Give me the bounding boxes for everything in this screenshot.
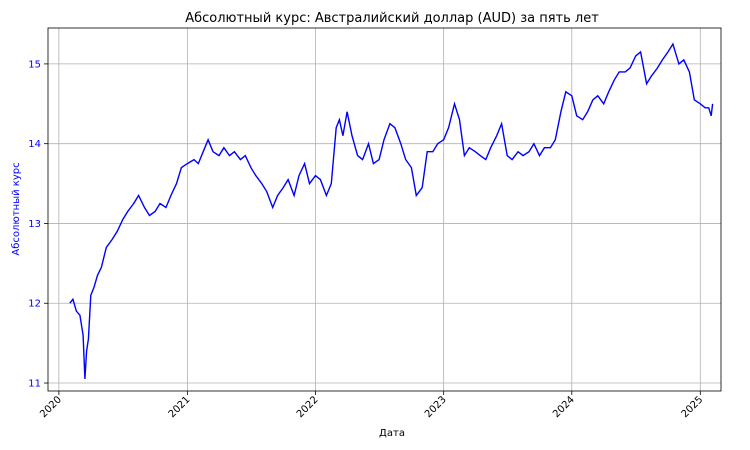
x-tick-label: 2023 (423, 394, 449, 420)
x-tick-label: 2020 (38, 394, 64, 420)
grid-lines (48, 28, 721, 391)
y-tick-label: 13 (28, 219, 41, 230)
x-tick-label: 2022 (295, 394, 321, 420)
x-tick-label: 2021 (167, 394, 193, 420)
y-tick-label: 14 (28, 139, 41, 150)
series-line (69, 42, 714, 380)
x-tick-label: 2024 (551, 394, 577, 420)
y-axis-label: Абсолютный курс (11, 162, 22, 255)
y-axis: 11 12 13 14 15 (28, 59, 48, 390)
x-tick-label: 2025 (680, 394, 706, 420)
x-axis: 2020 2021 2022 2023 2024 2025 (38, 391, 705, 420)
x-axis-label: Дата (379, 428, 405, 439)
y-tick-label: 12 (28, 299, 41, 310)
chart-title: Абсолютный курс: Австралийский доллар (A… (185, 11, 599, 26)
y-tick-label: 15 (28, 59, 41, 70)
plot-area-frame (47, 27, 722, 392)
y-tick-label: 11 (28, 379, 41, 390)
